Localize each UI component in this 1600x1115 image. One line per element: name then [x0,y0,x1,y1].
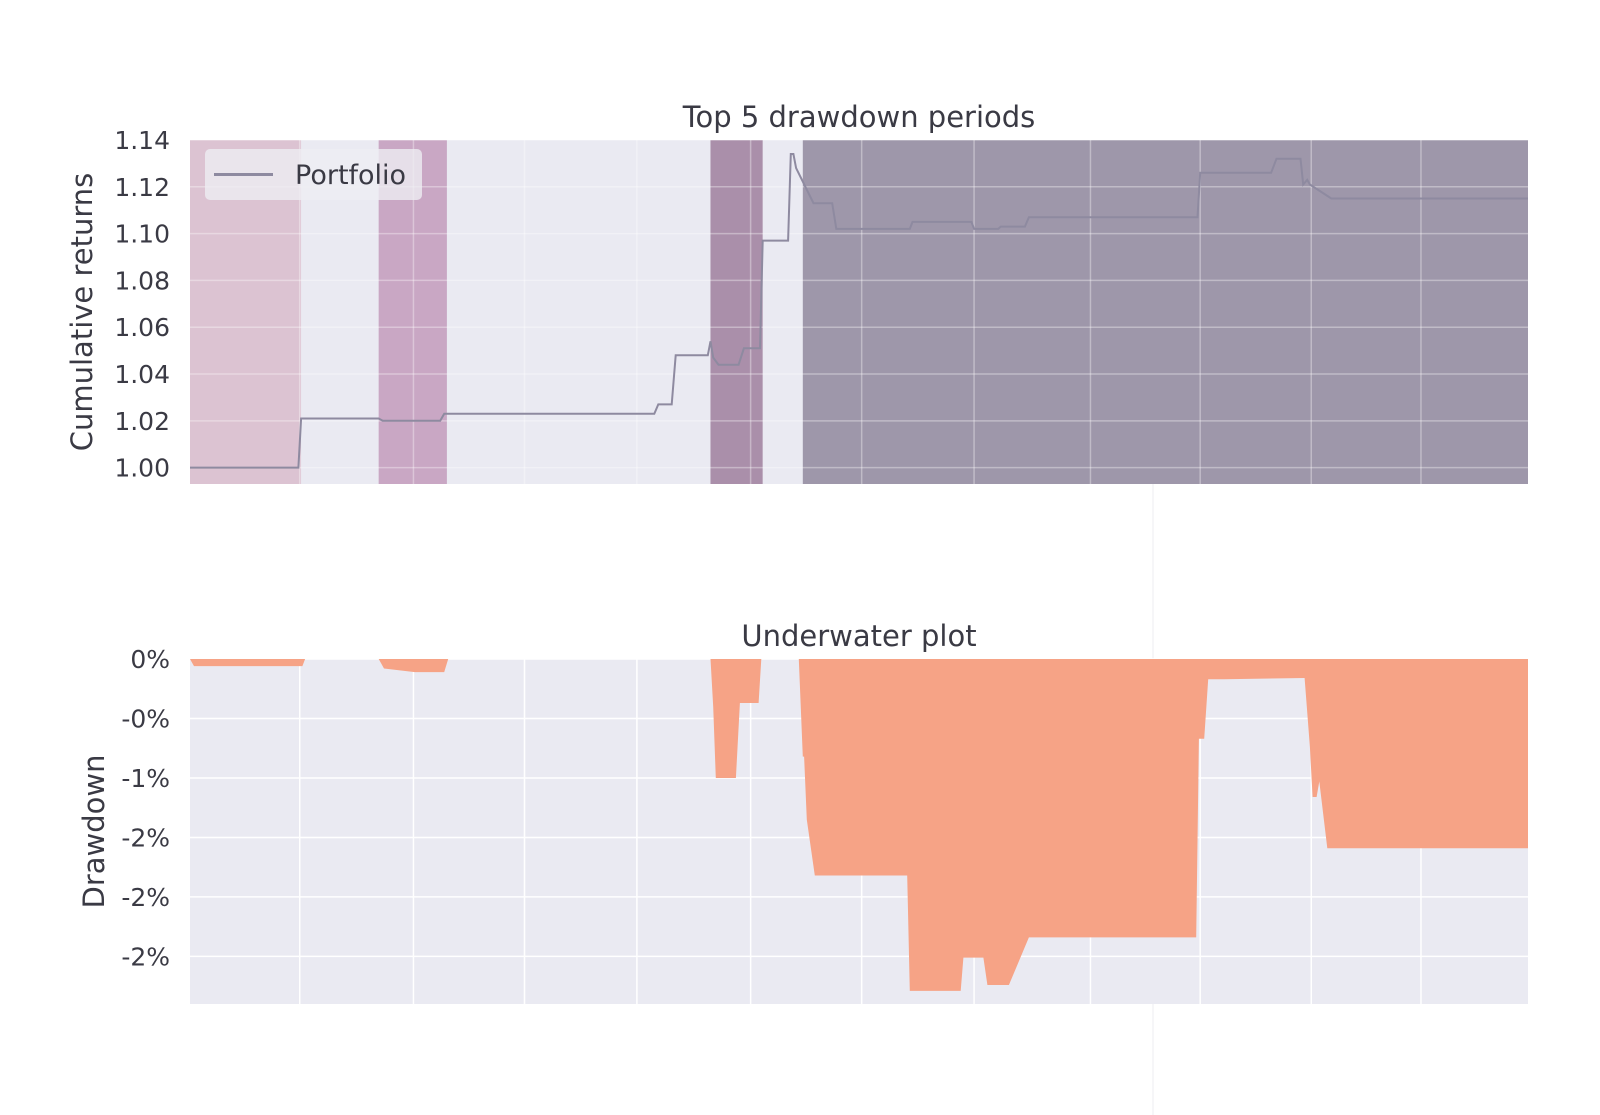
drawdown-period-3 [710,140,763,484]
drawdown-periods-panel: 1.00 1.02 1.04 1.06 1.08 1.10 1.12 1.14 Top 5 d… [65,100,1528,484]
y-tick-label: -2% [121,883,170,912]
y-tick-label: 1.06 [114,313,170,342]
y-tick-label: 1.08 [114,266,170,295]
y-tick-label: 1.04 [114,360,170,389]
y-tick-label: 1.14 [114,126,170,155]
portfolio-line [190,153,1528,469]
y-axis-label: Drawdown [77,755,111,909]
y-tick-label: 1.12 [114,173,170,202]
y-tick-label: -2% [121,823,170,852]
y-tick-label: 1.10 [114,220,170,249]
y-tick-labels: 1.00 1.02 1.04 1.06 1.08 1.10 1.12 1.14 [114,126,170,483]
y-tick-label: 0% [130,645,170,674]
y-tick-label: -1% [121,764,170,793]
y-axis-label: Cumulative returns [65,173,99,452]
gridlines [190,139,1528,484]
drawdown-area [190,659,1528,991]
drawdown-period-4 [802,140,1528,484]
chart-title: Underwater plot [741,619,976,653]
legend-box [205,149,422,200]
chart-title: Top 5 drawdown periods [682,100,1036,134]
y-tick-label: -0% [121,704,170,733]
legend-label: Portfolio [295,160,406,191]
y-tick-label: 1.02 [114,407,170,436]
legend: Portfolio [205,149,422,200]
y-tick-label: 1.00 [114,454,170,483]
y-tick-labels: 0% -0% -1% -2% -2% -2% [121,645,170,971]
underwater-panel: 0% -0% -1% -2% -2% -2% Underwater plot Drawdo… [77,619,1528,1004]
y-tick-label: -2% [121,942,170,971]
